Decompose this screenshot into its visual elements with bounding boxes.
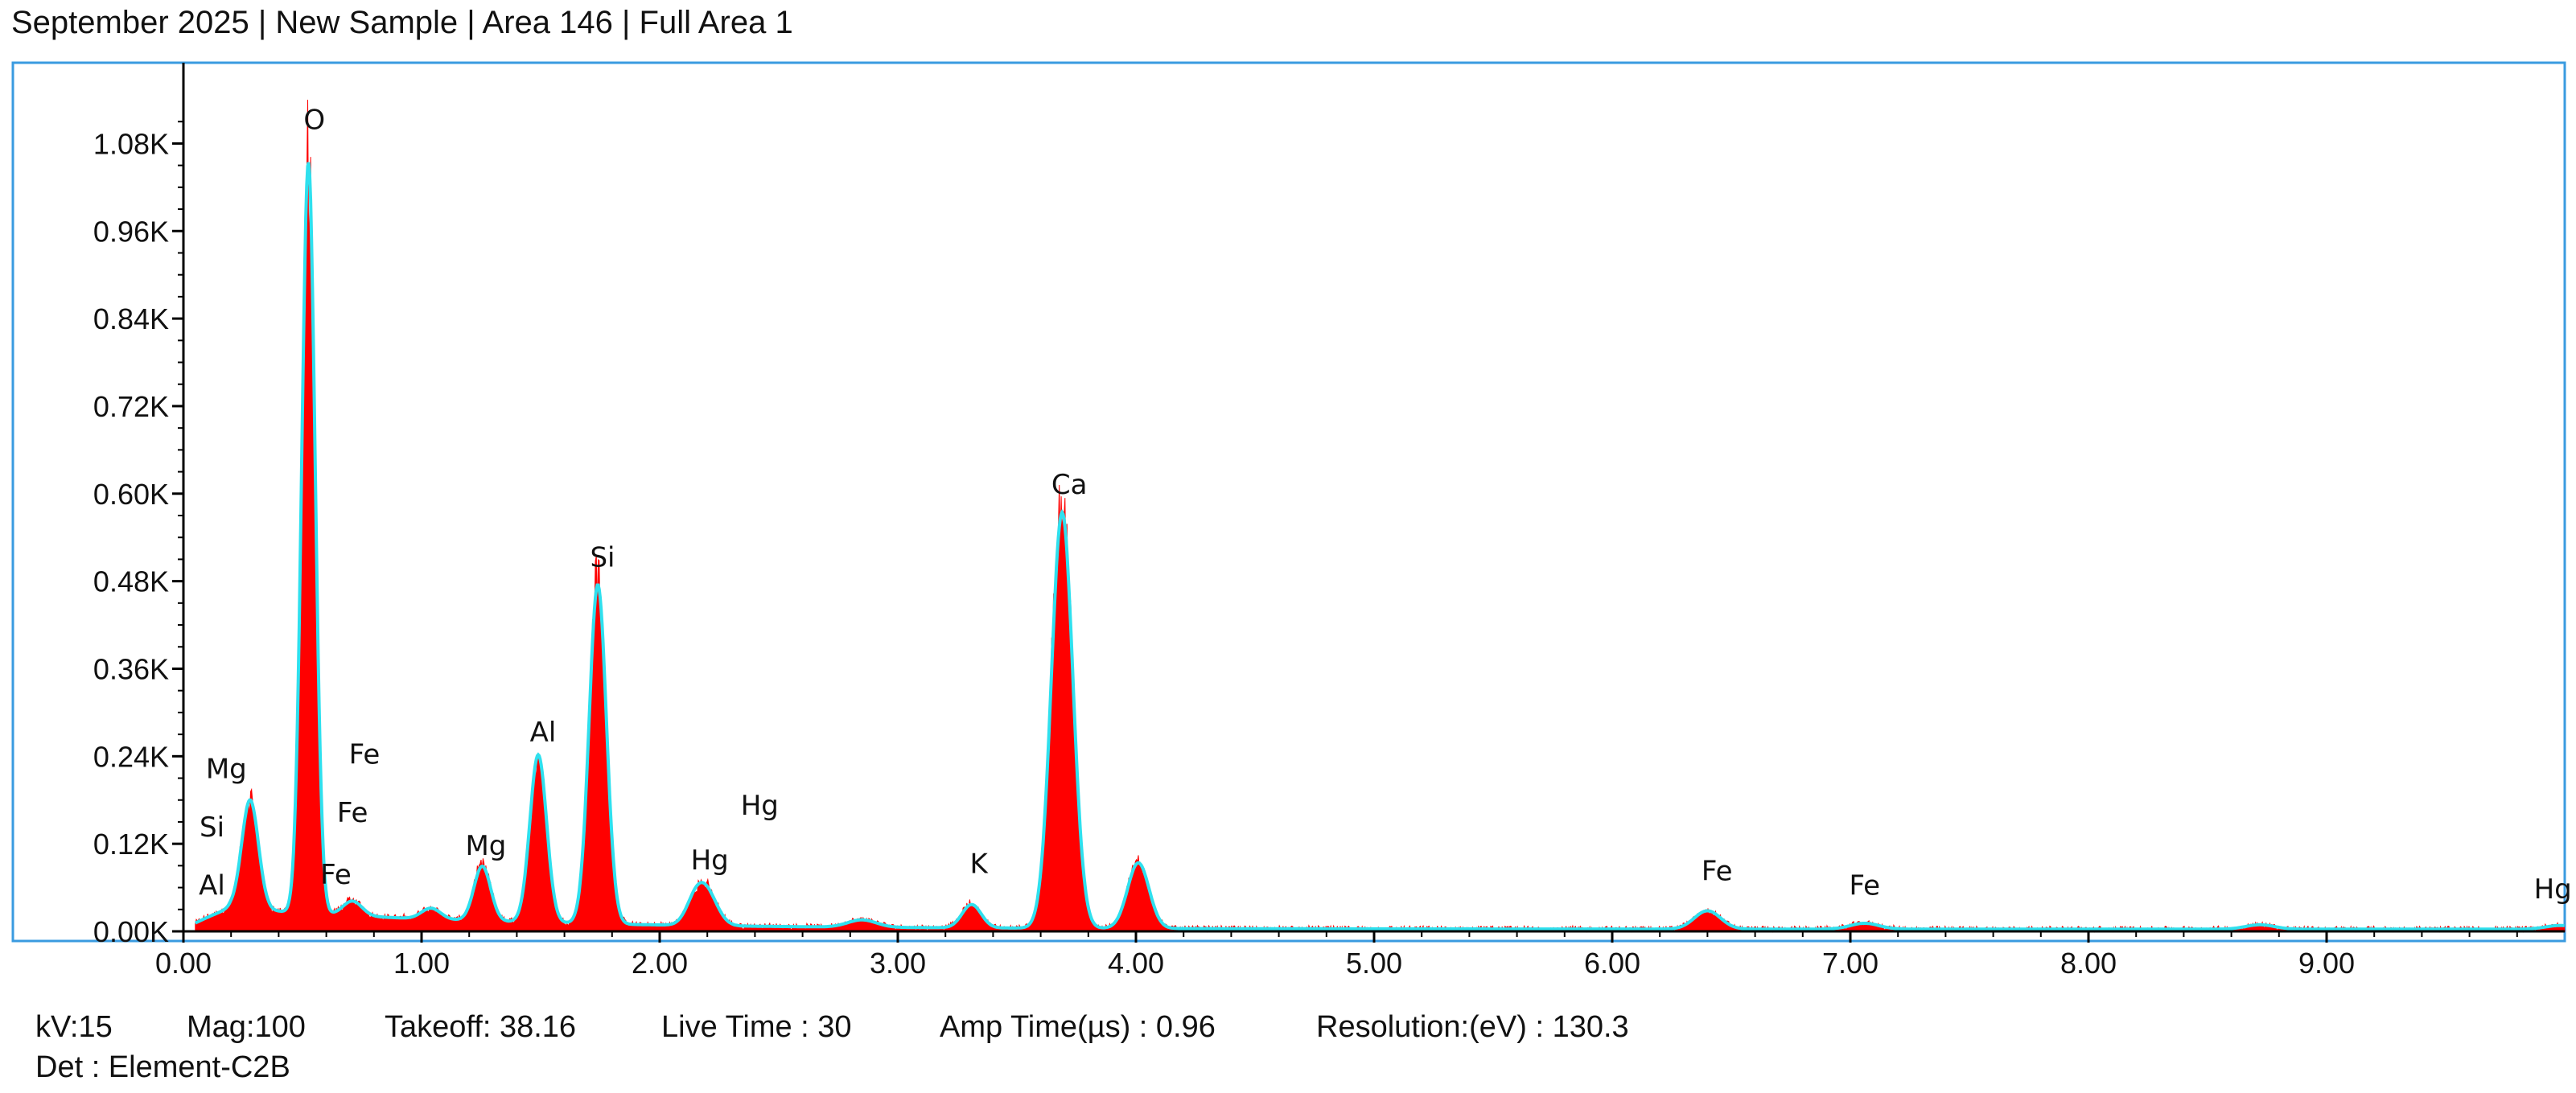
element-label: Al (199, 870, 225, 902)
fit-line (194, 162, 2565, 931)
element-label: Al (530, 717, 557, 749)
element-label: Ca (1051, 469, 1088, 501)
amp-time-value: Amp Time(µs) : 0.96 (940, 1010, 1216, 1044)
element-label: Si (200, 812, 224, 844)
element-label: Fe (337, 797, 368, 829)
x-tick-label: 4.00 (1108, 947, 1164, 980)
y-tick-label: 0.84K (93, 302, 169, 335)
y-tick-label: 0.60K (93, 478, 169, 511)
y-tick-label: 1.08K (93, 127, 169, 160)
y-tick-label: 0.12K (93, 828, 169, 861)
element-label: Fe (1702, 856, 1733, 888)
element-label: Mg (206, 754, 247, 786)
x-tick-label: 5.00 (1346, 947, 1402, 980)
takeoff-value: Takeoff: 38.16 (385, 1010, 577, 1044)
x-tick-label: 0.00 (155, 947, 212, 980)
element-label: Fe (1849, 870, 1880, 902)
element-label: O (303, 104, 325, 136)
element-label: Si (590, 541, 615, 573)
x-tick-label: 1.00 (393, 947, 450, 980)
element-label: Hg (2534, 873, 2572, 906)
element-label: Hg (741, 790, 779, 822)
x-tick-label: 9.00 (2298, 947, 2355, 980)
y-tick-label: 0.72K (93, 390, 169, 423)
y-tick-label: 0.48K (93, 565, 169, 598)
plot-frame (11, 61, 2566, 943)
x-tick-label: 6.00 (1584, 947, 1640, 980)
mag-value: Mag:100 (187, 1010, 306, 1044)
x-tick-label: 7.00 (1822, 947, 1879, 980)
axes-layer: 0.00 1.00 2.00 3.00 4.00 5.00 6.00 7.00 8.00 9.00… (93, 63, 2565, 980)
detector-label: Det : Element-C2B (35, 1050, 290, 1084)
element-labels-layer: O Mg Si Al Fe Fe Fe Mg Al Si Hg Hg K Ca Fe Fe Hg (199, 104, 2572, 906)
x-tick-label: 8.00 (2060, 947, 2117, 980)
y-tick-label: 0.00K (93, 915, 169, 948)
x-tick-label: 2.00 (632, 947, 688, 980)
live-time-value: Live Time : 30 (661, 1010, 852, 1044)
element-label: Mg (465, 830, 506, 862)
element-label: Hg (691, 844, 729, 877)
element-label: K (969, 848, 989, 880)
x-tick-label: 3.00 (870, 947, 926, 980)
y-tick-label: 0.36K (93, 652, 169, 685)
y-tick-label: 0.24K (93, 740, 169, 773)
element-label: Fe (320, 859, 352, 891)
page-title: September 2025 | New Sample | Area 146 |… (11, 5, 793, 40)
kv-value: kV:15 (35, 1010, 113, 1044)
resolution-value: Resolution:(eV) : 130.3 (1316, 1010, 1629, 1044)
element-label: Fe (349, 738, 381, 770)
spectrum-layer (194, 99, 2566, 933)
spectrum-area (195, 99, 2566, 933)
y-tick-label: 0.96K (93, 215, 169, 248)
